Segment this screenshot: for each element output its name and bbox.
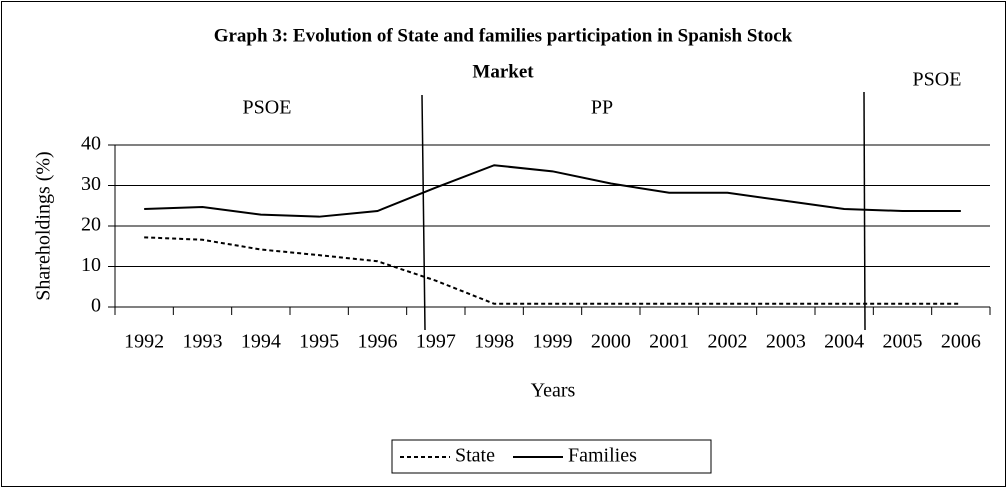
- x-tick-label: 2000: [591, 331, 631, 353]
- y-tick-label: 10: [81, 254, 101, 276]
- x-axis-label: Years: [531, 380, 576, 402]
- x-tick-label: 1992: [124, 331, 164, 353]
- divider: [863, 91, 866, 331]
- y-tick-label: 30: [81, 173, 101, 195]
- x-tick-label: 1995: [299, 331, 339, 353]
- chart-title: Market: [472, 61, 534, 82]
- y-tick-label: 0: [91, 295, 101, 317]
- x-tick-label: 1999: [533, 331, 573, 353]
- chart-title: Graph 3: Evolution of State and families…: [214, 25, 793, 46]
- legend-label: State: [455, 445, 495, 467]
- x-tick-label: 2001: [649, 331, 689, 353]
- y-tick-label: 40: [81, 133, 101, 155]
- x-tick-label: 1996: [358, 331, 398, 353]
- annotation: PSOE: [913, 69, 962, 91]
- annotation: PSOE: [243, 97, 292, 119]
- y-tick-label: 20: [81, 214, 101, 236]
- annotation: PP: [591, 97, 613, 119]
- line: [144, 236, 961, 305]
- divider: [421, 94, 426, 331]
- x-tick-label: 1994: [241, 331, 281, 353]
- x-tick-label: 2003: [766, 331, 806, 353]
- x-tick-label: 1997: [416, 331, 456, 353]
- x-tick-label: 2002: [708, 331, 748, 353]
- legend-label: Families: [568, 445, 637, 467]
- x-tick-label: 2005: [883, 331, 923, 353]
- line: [144, 164, 961, 218]
- x-tick-label: 1998: [474, 331, 514, 353]
- x-tick-label: 2004: [824, 331, 864, 353]
- x-tick-label: 1993: [183, 331, 223, 353]
- x-tick-label: 2006: [941, 331, 981, 353]
- y-axis-label: Shareholdings (%): [33, 151, 55, 300]
